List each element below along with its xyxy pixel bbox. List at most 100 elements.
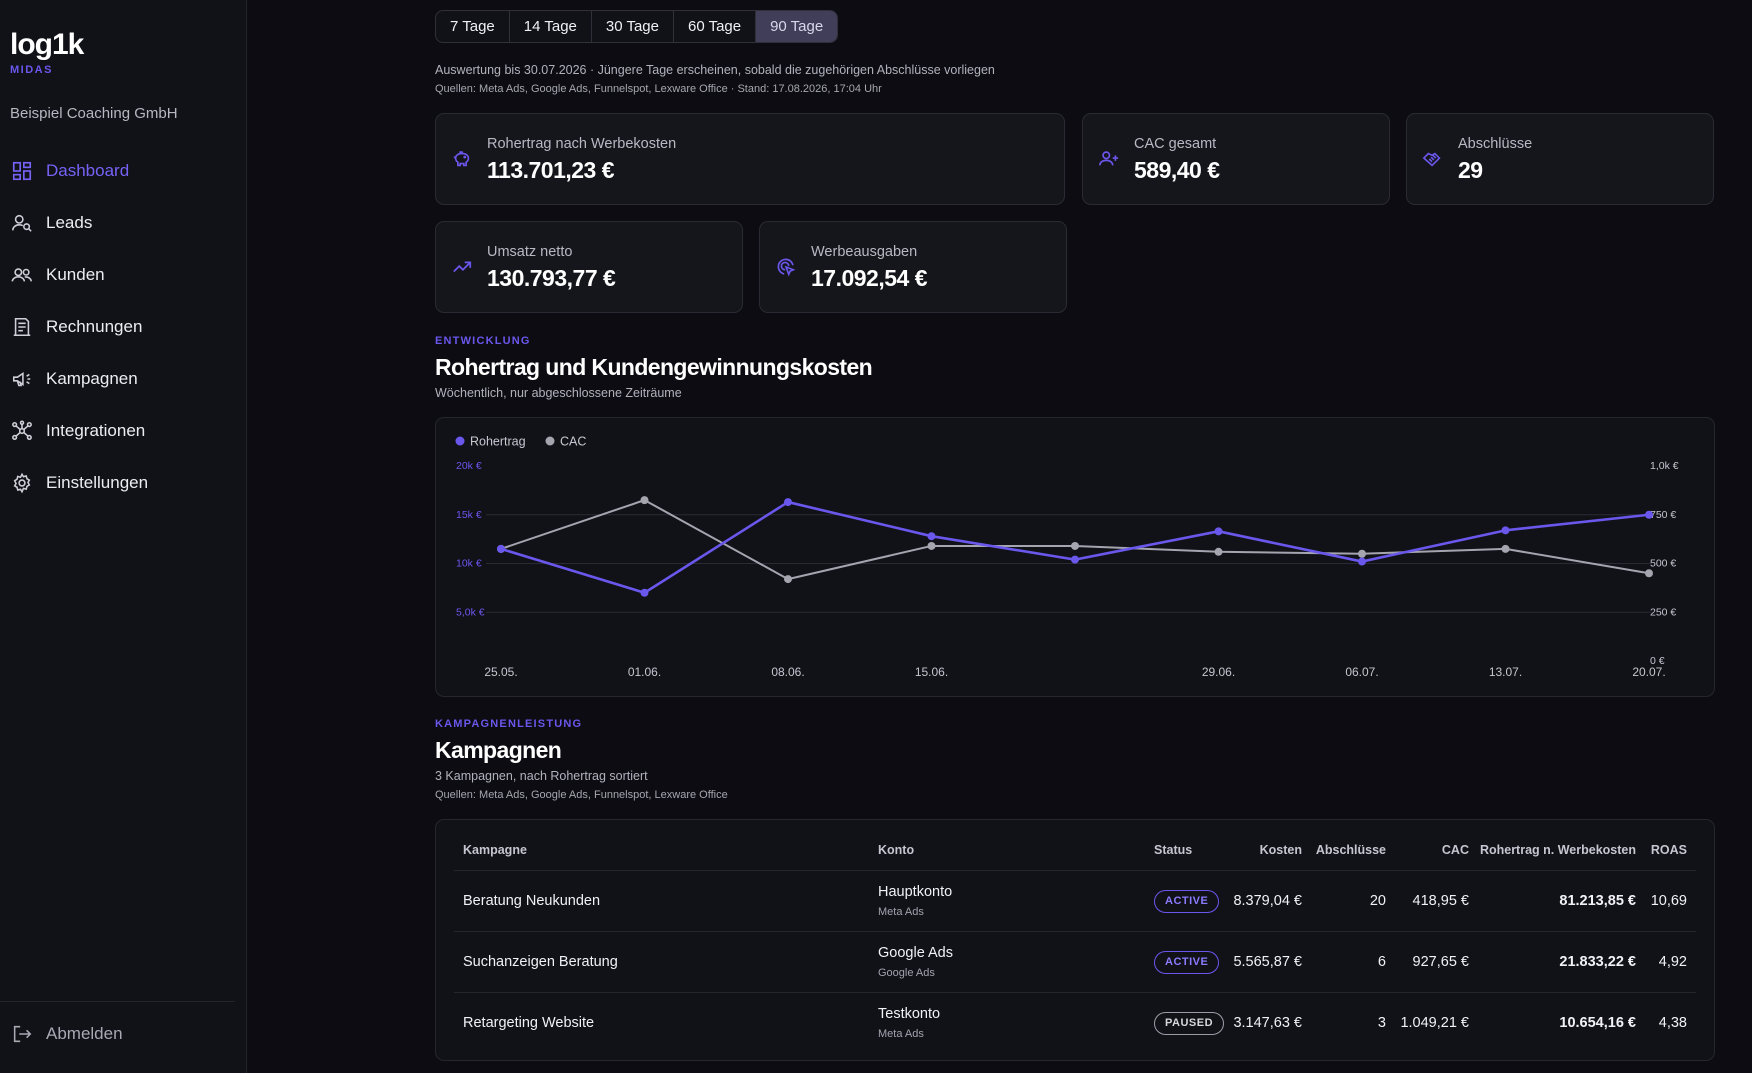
y-left-tick-label: 20k € [456, 460, 482, 472]
range-30-days[interactable]: 30 Tage [592, 11, 674, 42]
data-point-rohertrag [784, 498, 792, 507]
legend-marker [455, 436, 465, 446]
megaphone-icon [12, 372, 31, 387]
development-subtitle: Wöchentlich, nur abgeschlossene Zeiträum… [435, 386, 682, 400]
campaigns-sources: Quellen: Meta Ads, Google Ads, Funnelspo… [435, 789, 728, 801]
handshake-icon [1422, 152, 1441, 167]
range-60-days[interactable]: 60 Tage [674, 11, 757, 42]
kpi-card-revenue: Umsatz netto 130.793,77 € [435, 221, 743, 313]
x-tick-label: 01.06. [628, 665, 661, 679]
column-header-roas[interactable]: ROAS [1650, 843, 1687, 857]
status-badge: ACTIVE [1154, 890, 1220, 913]
data-point-rohertrag [1501, 526, 1510, 535]
development-chart: Rohertrag CAC 20k € 15k € 10k € 5,0k € 1,0k € 7… [435, 417, 1715, 697]
sidebar-item-invoices[interactable]: Rechnungen [0, 301, 247, 353]
table-row[interactable]: Retargeting Website Testkonto Meta Ads P… [454, 992, 1696, 1053]
evaluation-note: Auswertung bis 30.07.2026 · Jüngere Tage… [435, 63, 995, 77]
table-row[interactable]: Suchanzeigen Beratung Google Ads Google … [454, 931, 1696, 992]
data-point-rohertrag [1645, 510, 1653, 519]
target-click-icon [777, 258, 796, 277]
roas-value: 4,92 [1658, 954, 1687, 970]
app-logo-subtitle: MIDAS [10, 64, 53, 76]
data-point-rohertrag [640, 588, 649, 597]
column-header-status[interactable]: Status [1154, 843, 1193, 857]
sidebar-item-settings[interactable]: Einstellungen [0, 457, 247, 509]
roas-value: 4,38 [1658, 1015, 1687, 1031]
range-14-days[interactable]: 14 Tage [510, 11, 592, 42]
table-row[interactable]: Beratung Neukunden Hauptkonto Meta Ads A… [454, 870, 1696, 931]
logout-button[interactable]: Abmelden [0, 1008, 247, 1060]
kpi-value: 130.793,77 € [487, 265, 616, 291]
status-badge: ACTIVE [1154, 951, 1220, 974]
data-point-cac [1645, 569, 1653, 578]
column-header-cost[interactable]: Kosten [1259, 843, 1302, 857]
time-range-selector: 7 Tage 14 Tage 30 Tage 60 Tage 90 Tage [435, 10, 839, 43]
roas-value: 10,69 [1650, 893, 1687, 909]
x-tick-label: 15.06. [915, 665, 948, 679]
sidebar-item-integrations[interactable]: Integrationen [0, 405, 247, 457]
account-platform: Google Ads [878, 967, 935, 979]
kpi-value: 589,40 € [1134, 157, 1220, 183]
kpi-card-gross-profit: Rohertrag nach Werbekosten 113.701,23 € [435, 113, 1065, 205]
column-header-campaign[interactable]: Kampagne [463, 843, 527, 857]
app-logo[interactable]: log1k [10, 28, 84, 61]
data-point-cac [1358, 549, 1366, 558]
logout-label: Abmelden [46, 1024, 123, 1043]
hub-icon [12, 420, 32, 441]
campaigns-eyebrow: KAMPAGNENLEISTUNG [435, 718, 583, 730]
sources-note: Quellen: Meta Ads, Google Ads, Funnelspo… [435, 83, 882, 95]
y-left-tick-label: 15k € [456, 509, 482, 521]
x-tick-label: 06.07. [1345, 665, 1378, 679]
column-header-deals[interactable]: Abschlüsse [1315, 843, 1386, 857]
deals-value: 3 [1377, 1015, 1386, 1031]
cost-value: 3.147,63 € [1233, 1015, 1302, 1031]
piggy-bank-icon [453, 151, 470, 167]
line-chart: Rohertrag CAC 20k € 15k € 10k € 5,0k € 1,0k € 7… [455, 435, 1679, 679]
y-right-tick-label: 1,0k € [1650, 460, 1679, 472]
legend-label: CAC [560, 435, 586, 449]
company-name: Beispiel Coaching GmbH [10, 105, 178, 122]
data-point-rohertrag [497, 544, 505, 553]
campaigns-table: Kampagne Konto Status Kosten Abschlüsse … [435, 819, 1715, 1061]
data-point-cac [1214, 547, 1223, 556]
data-point-rohertrag [927, 532, 936, 541]
column-header-cac[interactable]: CAC [1441, 843, 1469, 857]
add-user-icon [1099, 151, 1119, 166]
sidebar-item-label: Kampagnen [46, 369, 138, 388]
sidebar-item-campaigns[interactable]: Kampagnen [0, 353, 247, 405]
x-tick-label: 13.07. [1489, 665, 1522, 679]
account-platform: Meta Ads [878, 906, 924, 918]
y-right-tick-label: 0 € [1650, 655, 1665, 667]
trending-up-icon [453, 261, 472, 273]
range-90-days[interactable]: 90 Tage [756, 11, 838, 42]
data-point-cac [1071, 541, 1079, 550]
profit-value: 10.654,16 € [1559, 1015, 1636, 1031]
kpi-label: Werbeausgaben [811, 244, 918, 260]
data-point-cac [784, 575, 792, 584]
kpi-label: Rohertrag nach Werbekosten [487, 136, 677, 152]
sidebar-item-dashboard[interactable]: Dashboard [0, 145, 247, 197]
x-tick-label: 08.06. [771, 665, 804, 679]
sidebar-nav: Dashboard Leads Kunden Rechnungen Kampag… [0, 145, 247, 509]
profit-value: 81.213,85 € [1559, 893, 1636, 909]
x-tick-label: 25.05. [484, 665, 517, 679]
sidebar-item-leads[interactable]: Leads [0, 197, 247, 249]
kpi-label: Abschlüsse [1458, 136, 1533, 152]
column-header-account[interactable]: Konto [878, 843, 915, 857]
development-title: Rohertrag und Kundengewinnungskosten [435, 354, 873, 380]
campaigns-subtitle: 3 Kampagnen, nach Rohertrag sortiert [435, 769, 648, 783]
kpi-value: 29 [1458, 157, 1483, 183]
kpi-label: Umsatz netto [487, 244, 573, 260]
customers-icon [11, 268, 32, 282]
sidebar-item-customers[interactable]: Kunden [0, 249, 247, 301]
sidebar-item-label: Rechnungen [46, 317, 143, 336]
campaign-name: Retargeting Website [463, 1015, 595, 1031]
deals-value: 20 [1369, 893, 1386, 909]
kpi-value: 17.092,54 € [811, 265, 928, 291]
development-eyebrow: ENTWICKLUNG [435, 335, 531, 347]
column-header-profit[interactable]: Rohertrag n. Werbekosten [1479, 843, 1636, 857]
cost-value: 8.379,04 € [1233, 893, 1302, 909]
dashboard-icon [12, 161, 32, 181]
range-7-days[interactable]: 7 Tage [436, 11, 510, 42]
